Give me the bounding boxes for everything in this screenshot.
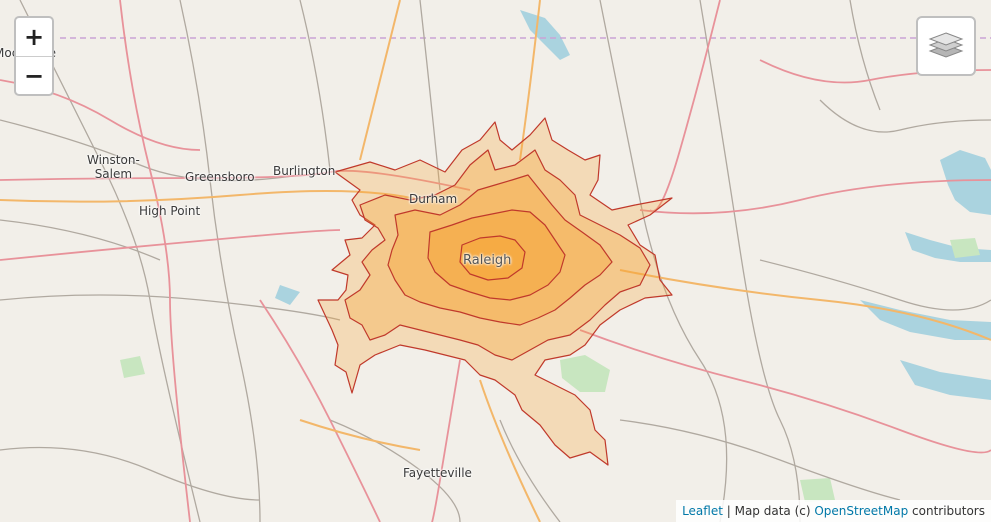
city-label-raleigh: Raleigh [463,253,512,268]
layers-icon [928,32,964,58]
isochrone-ring-inner [459,235,526,281]
city-label-high-point: High Point [139,204,201,218]
city-label-burlington: Burlington [273,164,336,178]
layers-control-button[interactable] [916,16,976,76]
openstreetmap-link[interactable]: OpenStreetMap [814,504,909,518]
city-label-greensboro: Greensboro [185,170,255,184]
zoom-control: + − [14,16,54,96]
attribution-suffix: contributors [908,504,985,518]
city-label-winston-salem: Winston- Salem [87,153,140,181]
attribution-separator: | Map data (c) [722,504,815,518]
isochrone-ring-outer [317,117,673,466]
zoom-out-button[interactable]: − [16,56,52,94]
zoom-in-button[interactable]: + [23,23,45,51]
city-label-durham: Durham [409,192,458,206]
city-label-fayetteville: Fayetteville [403,466,472,480]
green-areas [120,238,980,502]
map-attribution: Leaflet | Map data (c) OpenStreetMap con… [676,500,991,522]
isochrone-overlay[interactable] [317,117,673,466]
leaflet-link[interactable]: Leaflet [682,504,723,518]
